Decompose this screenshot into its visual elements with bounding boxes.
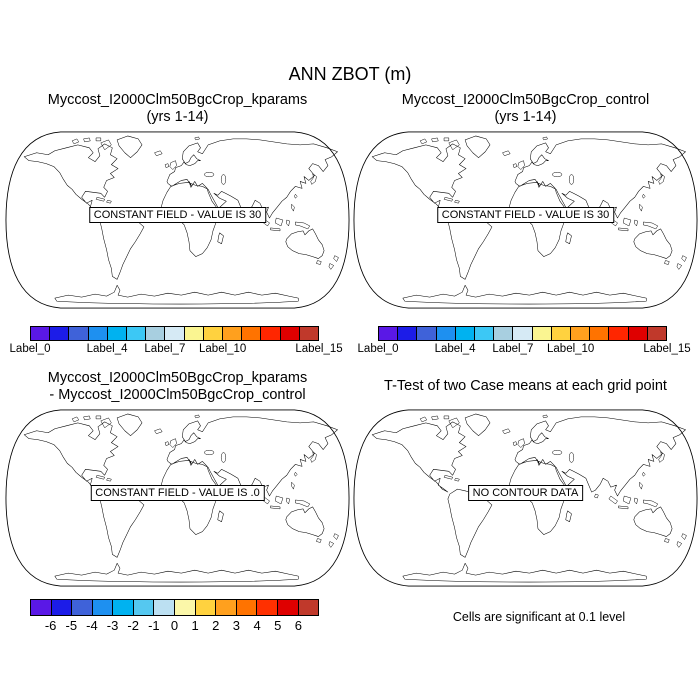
colorbar-segment — [608, 326, 629, 341]
colorbar-tick-label: Label_4 — [434, 343, 476, 355]
colorbar-segment — [91, 599, 114, 616]
colorbar-labels: Label_0 Label_4 Label_7 Label_10 Label_15 — [358, 341, 691, 357]
ttest-title: T-Test of two Case means at each grid po… — [384, 378, 667, 394]
significance-note: Cells are significant at 0.1 level — [452, 610, 626, 624]
colorbar-segment — [132, 599, 155, 616]
panel-ttest: T-Test of two Case means at each grid po… — [353, 370, 698, 640]
colorbar-segment — [49, 326, 70, 341]
colorbar-segment — [550, 326, 572, 341]
colorbar-tick-label: 4 — [253, 618, 261, 633]
colorbar-segment — [378, 326, 399, 341]
colorbar-tick-label: Label_0 — [9, 343, 51, 355]
colorbar-tick-label: -5 — [65, 618, 78, 633]
colorbar-tick-label: 1 — [191, 618, 199, 633]
colorbar-segment — [531, 326, 552, 341]
colorbar-tick-label: Label_15 — [295, 343, 343, 355]
colorbar-segment — [202, 326, 224, 341]
colorbar-tick-label: 6 — [294, 618, 302, 633]
colorbar-tick-label: 3 — [232, 618, 241, 633]
panel-title: Myccost_I2000Clm50BgcCrop_control (yrs 1… — [353, 92, 698, 126]
colorbar-segment — [164, 326, 185, 341]
colorbar-tick-label: Label_10 — [199, 343, 247, 355]
colorbar-segment — [145, 326, 166, 341]
colorbar-segment — [493, 326, 514, 341]
panel-difference: Myccost_I2000Clm50BgcCrop_kparams - Mycc… — [5, 370, 350, 640]
year-range: (yrs 1-14) — [146, 109, 209, 125]
colorbar-segment — [68, 326, 89, 341]
colorbar-tick-label: -6 — [44, 618, 57, 633]
no-contour-data-label: NO CONTOUR DATA — [467, 485, 584, 501]
case-name: Myccost_I2000Clm50BgcCrop_kparams — [47, 92, 308, 108]
colorbar-segment — [416, 326, 437, 341]
constant-field-label: CONSTANT FIELD - VALUE IS 30 — [436, 207, 615, 223]
colorbar-segment — [397, 326, 418, 341]
colorbar-segment — [256, 599, 278, 616]
colorbar-tick-label: 2 — [212, 618, 220, 633]
colorbar-segment — [126, 326, 147, 341]
colorbar-tick-label: -2 — [127, 618, 139, 633]
colorbar-tick-label: -4 — [86, 618, 98, 633]
constant-field-label: CONSTANT FIELD - VALUE IS .0 — [90, 485, 265, 501]
colorbar-segment — [112, 599, 134, 616]
colorbar-segment — [298, 326, 320, 341]
colorbar-segment — [241, 326, 262, 341]
colorbar-tick-label: Label_4 — [86, 343, 128, 355]
panel-title: T-Test of two Case means at each grid po… — [353, 378, 698, 395]
case-name: Myccost_I2000Clm50BgcCrop_control — [401, 92, 650, 108]
colorbar-segment — [589, 326, 610, 341]
colorbar: Label_0 Label_4 Label_7 Label_10 Label_15 — [10, 326, 343, 357]
colorbar-segment — [570, 326, 591, 341]
colorbar-tick-label: 0 — [170, 618, 179, 633]
colorbar-segment — [297, 599, 320, 616]
colorbar-segment — [279, 326, 300, 341]
colorbar-tick-label: 5 — [274, 618, 282, 633]
colorbar-segments — [378, 326, 668, 341]
colorbar-segment — [215, 599, 237, 616]
colorbar-segment — [627, 326, 648, 341]
colorbar-segment — [276, 599, 299, 616]
panel-title: Myccost_I2000Clm50BgcCrop_kparams (yrs 1… — [5, 92, 350, 126]
colorbar-segment — [30, 599, 52, 616]
colorbar-tick-label: Label_7 — [144, 343, 186, 355]
colorbar-tick-label: -1 — [148, 618, 160, 633]
colorbar-segment — [106, 326, 128, 341]
colorbar-segment — [87, 326, 108, 341]
colorbar-segment — [260, 326, 281, 341]
colorbar-segment — [194, 599, 217, 616]
colorbar-segment — [222, 326, 243, 341]
case-name: Myccost_I2000Clm50BgcCrop_kparams — [47, 370, 308, 386]
colorbar: -6 -5 -4 -3 -2 -1 0 1 2 3 4 5 6 — [30, 599, 320, 633]
colorbar-segment — [474, 326, 495, 341]
panel-title: Myccost_I2000Clm50BgcCrop_kparams - Mycc… — [5, 370, 350, 404]
colorbar-tick-label: -3 — [106, 618, 119, 633]
colorbar: Label_0 Label_4 Label_7 Label_10 Label_15 — [358, 326, 691, 357]
constant-field-label: CONSTANT FIELD - VALUE IS 30 — [88, 207, 267, 223]
colorbar-segment — [235, 599, 258, 616]
colorbar-segments — [30, 599, 320, 616]
colorbar-segment — [71, 599, 93, 616]
colorbar-segment — [30, 326, 51, 341]
panel-control: Myccost_I2000Clm50BgcCrop_control (yrs 1… — [353, 92, 698, 362]
figure-title: ANN ZBOT (m) — [288, 64, 412, 84]
colorbar-segment — [435, 326, 456, 341]
colorbar-segment — [183, 326, 204, 341]
colorbar-labels: Label_0 Label_4 Label_7 Label_10 Label_15 — [10, 341, 343, 357]
colorbar-tick-label: Label_10 — [547, 343, 595, 355]
colorbar-tick-label: Label_0 — [357, 343, 399, 355]
colorbar-segment — [50, 599, 73, 616]
colorbar-segment — [174, 599, 196, 616]
colorbar-segment — [153, 599, 176, 616]
year-range: (yrs 1-14) — [494, 109, 557, 125]
case-name-line2: - Myccost_I2000Clm50BgcCrop_control — [49, 387, 306, 403]
colorbar-segment — [454, 326, 476, 341]
colorbar-segment — [646, 326, 668, 341]
colorbar-segment — [512, 326, 533, 341]
colorbar-tick-label: Label_15 — [643, 343, 691, 355]
colorbar-segments — [30, 326, 320, 341]
colorbar-labels: -6 -5 -4 -3 -2 -1 0 1 2 3 4 5 6 — [30, 616, 319, 633]
colorbar-tick-label: Label_7 — [492, 343, 534, 355]
panel-kparams: Myccost_I2000Clm50BgcCrop_kparams (yrs 1… — [5, 92, 350, 362]
